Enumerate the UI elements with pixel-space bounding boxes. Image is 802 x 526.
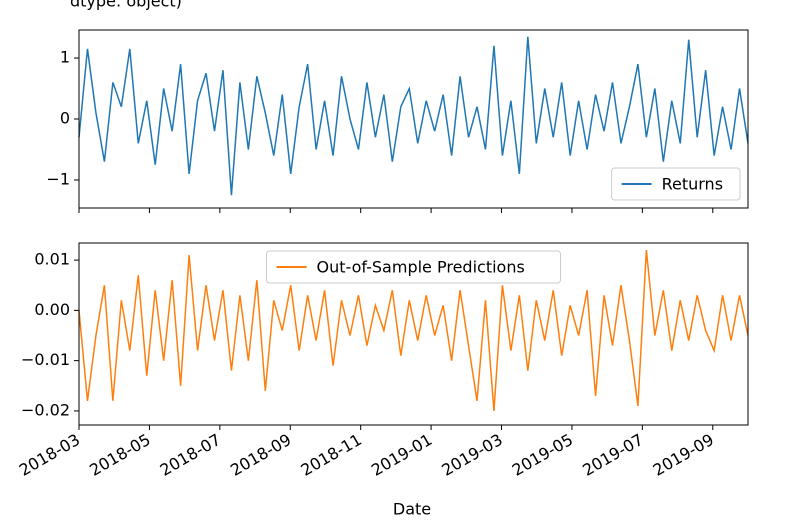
legend-box: [266, 250, 561, 284]
axes-frame: [78, 242, 749, 426]
x-tick-label: 2018-07: [157, 430, 224, 480]
y-tick-label: −0.02: [21, 400, 70, 419]
y-tick-label: 0.01: [34, 250, 70, 269]
x-axis-label: Date: [393, 500, 431, 519]
y-tick-label: 0: [60, 109, 70, 128]
y-tick-label: 0.00: [34, 300, 70, 319]
x-tick-label: 2018-05: [86, 430, 153, 480]
y-tick-label: 1: [60, 48, 70, 67]
x-tick-label: 2019-09: [650, 430, 717, 480]
x-tick-label: 2018-11: [298, 430, 365, 480]
x-tick-label: 2019-05: [509, 430, 576, 480]
y-tick-label: −1: [46, 169, 70, 188]
x-tick-label: 2018-03: [16, 430, 83, 480]
legend-label: Returns: [662, 175, 723, 194]
x-tick-label: 2019-07: [579, 430, 646, 480]
legend-box: [611, 167, 741, 201]
x-tick-label: 2019-01: [368, 430, 435, 480]
x-tick-label: 2019-03: [438, 430, 505, 480]
data-line: [78, 36, 749, 196]
data-line: [78, 249, 749, 411]
legend-label: Out-of-Sample Predictions: [317, 258, 525, 277]
header-text: dtype: object): [70, 0, 182, 11]
x-tick-label: 2018-09: [227, 430, 294, 480]
y-tick-label: −0.01: [21, 350, 70, 369]
